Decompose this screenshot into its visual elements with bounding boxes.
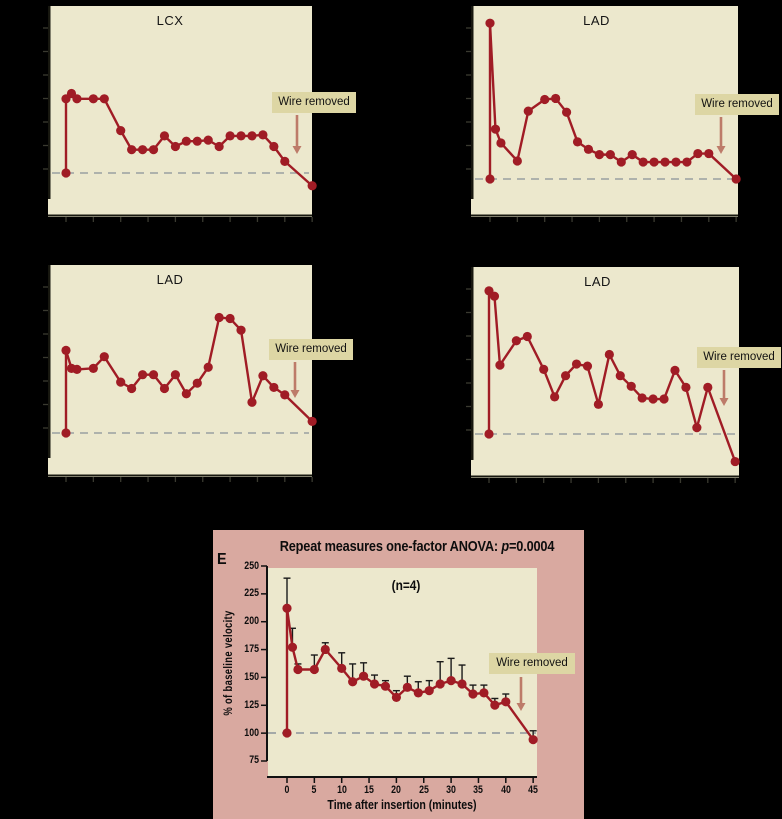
wire-removed-label: Wire removed xyxy=(269,339,353,360)
panel-middle-left xyxy=(48,265,312,477)
wire-removed-label: Wire removed xyxy=(489,653,575,674)
x-tick-label: 0 xyxy=(284,784,290,796)
y-tick-label: 75 xyxy=(249,754,259,767)
x-tick-label: 45 xyxy=(528,784,539,796)
y-tick-label: 250 xyxy=(244,559,259,572)
x-tick-label: 30 xyxy=(446,784,456,796)
panel-title-lad-1: LAD xyxy=(583,13,610,28)
x-tick-label: 15 xyxy=(364,784,374,796)
x-tick-label: 5 xyxy=(311,784,317,796)
y-tick-label: 100 xyxy=(244,726,259,739)
anova-title-p-value: =0.0004 xyxy=(509,538,555,555)
x-tick-label: 10 xyxy=(336,784,347,796)
y-tick-label: 200 xyxy=(244,615,259,628)
y-tick-label: 175 xyxy=(244,643,259,656)
x-tick-label: 35 xyxy=(473,784,484,796)
y-axis-label: % of baseline velocity xyxy=(223,610,235,716)
x-axis-label: Time after insertion (minutes) xyxy=(327,798,477,812)
wire-removed-label: Wire removed xyxy=(695,94,779,115)
sample-size-label: (n=4) xyxy=(391,577,421,593)
panel-letter: E xyxy=(217,551,227,568)
wire-removed-label: Wire removed xyxy=(697,347,781,368)
anova-title: Repeat measures one-factor ANOVA: p =0.00… xyxy=(275,538,559,555)
panel-title-lcx: LCX xyxy=(156,13,184,28)
wire-removed-label: Wire removed xyxy=(272,92,356,113)
panel-middle-right xyxy=(471,267,739,478)
x-tick-label: 20 xyxy=(391,784,402,796)
anova-title-p-symbol: p xyxy=(501,538,510,555)
y-tick-label: 225 xyxy=(244,587,259,600)
panel-title-lad-2: LAD xyxy=(156,272,184,287)
x-tick-label: 25 xyxy=(418,784,429,796)
y-tick-label: 125 xyxy=(244,698,259,711)
panel-title-lad-3: LAD xyxy=(584,274,611,289)
x-tick-label: 40 xyxy=(500,784,511,796)
anova-title-text: Repeat measures one-factor ANOVA: xyxy=(279,538,502,555)
y-tick-label: 150 xyxy=(244,670,259,683)
